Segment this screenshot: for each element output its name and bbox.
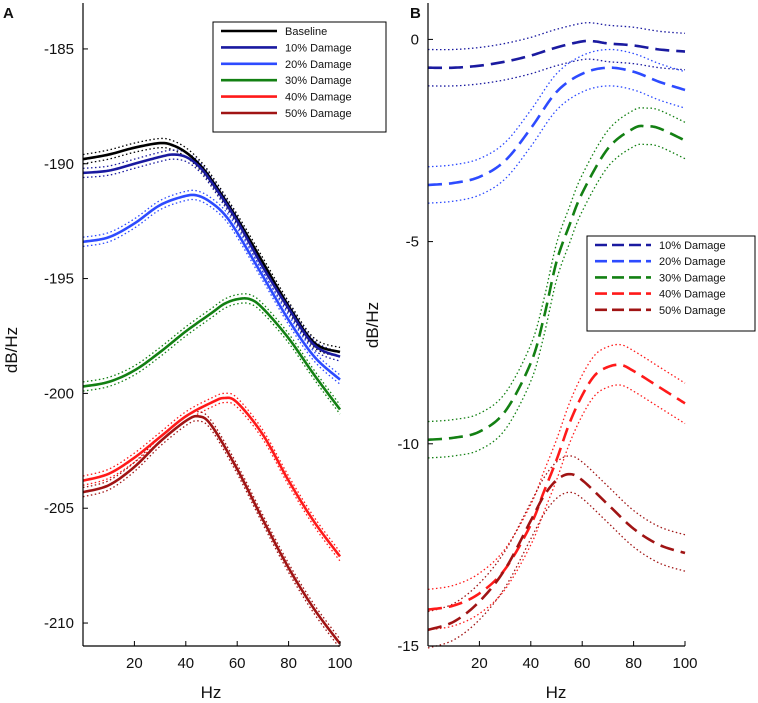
panel-b-y-tick-label: -15 <box>397 638 419 655</box>
panel-b-50pct-damage-line <box>427 472 686 632</box>
panel-a-y-tick-label: -195 <box>44 271 74 288</box>
panel-a-legend-box <box>212 21 387 133</box>
panel-b-20pct-damage-upper-bound <box>427 48 686 168</box>
panel-a-20pct-damage-upper-bound <box>82 189 341 376</box>
panel-a-x-tick-label: 20 <box>126 655 143 672</box>
panel-a-x-tick-label: 40 <box>177 655 194 672</box>
panel-a-30pct-damage-line <box>82 297 342 411</box>
panel-b-y-axis-title: dB/Hz <box>363 302 382 348</box>
panel-b-legend-entry: 50% Damage <box>659 305 726 317</box>
panel-b-y-tick-label: 0 <box>411 31 419 48</box>
panel-b-50pct-damage-lower-bound <box>427 491 686 649</box>
panel-b-20pct-damage-line <box>427 66 686 187</box>
panel-b-legend-box <box>586 235 756 332</box>
panel-a-10pct-damage-upper-bound <box>82 149 341 353</box>
panel-b-x-tick-label: 60 <box>574 655 591 672</box>
panel-a-y-tick-label: -210 <box>44 615 74 632</box>
panel-a-x-tick-label: 80 <box>280 655 297 672</box>
panel-a-legend-entry: 20% Damage <box>285 59 352 71</box>
panel-b-x-tick-label: 40 <box>522 655 539 672</box>
panel-a-x-axis-title: Hz <box>201 683 222 702</box>
panel-b-legend: 10% Damage 20% Damage 30% Damage 40% Damage… <box>586 235 756 332</box>
panel-b-x-tick-label: 20 <box>471 655 488 672</box>
panel-a-30pct-damage-lower-bound <box>82 302 341 415</box>
panel-b: B dB/Hz Hz 0 -5 -10 -15 20 40 60 80 100 10% Dama… <box>363 3 756 702</box>
panel-b-20pct-damage-lower-bound <box>427 85 686 204</box>
panel-a-legend-entry: 10% Damage <box>285 42 352 54</box>
panel-a-y-tick-label: -185 <box>44 41 74 58</box>
panel-a-10pct-damage-line <box>82 153 341 358</box>
panel-a-50pct-damage-upper-bound <box>82 410 341 640</box>
panel-a-y-tick-label: -200 <box>44 385 74 402</box>
panel-b-10pct-damage-lower-bound <box>427 58 686 87</box>
panel-b-10pct-damage-line <box>427 39 686 70</box>
panel-b-x-tick-label: 80 <box>625 655 642 672</box>
panel-b-y-tick-label: -5 <box>406 234 419 251</box>
panel-a-30pct-damage-upper-bound <box>82 293 341 406</box>
panel-b-30pct-damage-upper-bound <box>427 107 686 423</box>
panel-a-40pct-damage-upper-bound <box>82 392 341 553</box>
panel-a-10pct-damage-lower-bound <box>82 158 341 362</box>
panel-a-20pct-damage-line <box>82 193 341 381</box>
panel-a-40pct-damage-line <box>82 396 342 558</box>
panel-b-50pct-damage-upper-bound <box>427 455 686 613</box>
panel-b-40pct-damage-upper-bound <box>427 343 686 591</box>
panel-b-x-tick-label: 100 <box>672 655 697 672</box>
panel-a: A dB/Hz Hz -185 -190 -195 -200 -205 -210 20 40 6… <box>2 3 387 702</box>
panel-a-y-axis-title: dB/Hz <box>2 327 21 373</box>
panel-a-label: A <box>3 5 14 22</box>
panel-a-x-tick-label: 100 <box>327 655 352 672</box>
panel-a-legend: Baseline 10% Damage 20% Damage 30% Damage 40… <box>212 21 387 133</box>
panel-a-50pct-damage-line <box>82 414 342 645</box>
panel-a-baseline-upper-bound <box>82 137 341 349</box>
panel-b-label: B <box>410 5 421 22</box>
panel-b-10pct-damage-upper-bound <box>428 22 686 51</box>
panel-a-legend-entry: 40% Damage <box>285 92 352 104</box>
panel-a-legend-entry: 30% Damage <box>285 75 352 87</box>
panel-b-30pct-damage-line <box>427 124 686 442</box>
panel-a-40pct-damage-lower-bound <box>82 401 341 562</box>
panel-a-legend-entry: Baseline <box>285 26 327 38</box>
panel-b-30pct-damage-lower-bound <box>427 143 686 459</box>
panel-a-x-tick-label: 60 <box>229 655 246 672</box>
panel-b-legend-entry: 10% Damage <box>659 240 726 252</box>
panel-a-baseline-line <box>82 141 341 354</box>
panel-a-50pct-damage-lower-bound <box>82 420 341 649</box>
panel-b-40pct-damage-lower-bound <box>427 384 686 631</box>
panel-b-legend-entry: 20% Damage <box>659 256 726 268</box>
panel-b-x-axis-title: Hz <box>546 683 567 702</box>
panel-b-legend-entry: 30% Damage <box>659 272 726 284</box>
panel-a-y-tick-label: -205 <box>44 500 74 517</box>
panel-b-legend-entry: 40% Damage <box>659 289 726 301</box>
panel-a-legend-entry: 50% Damage <box>285 108 352 120</box>
panel-b-40pct-damage-line <box>427 363 686 611</box>
panel-a-y-tick-label: -190 <box>44 156 74 173</box>
panel-b-y-tick-label: -10 <box>397 436 419 453</box>
